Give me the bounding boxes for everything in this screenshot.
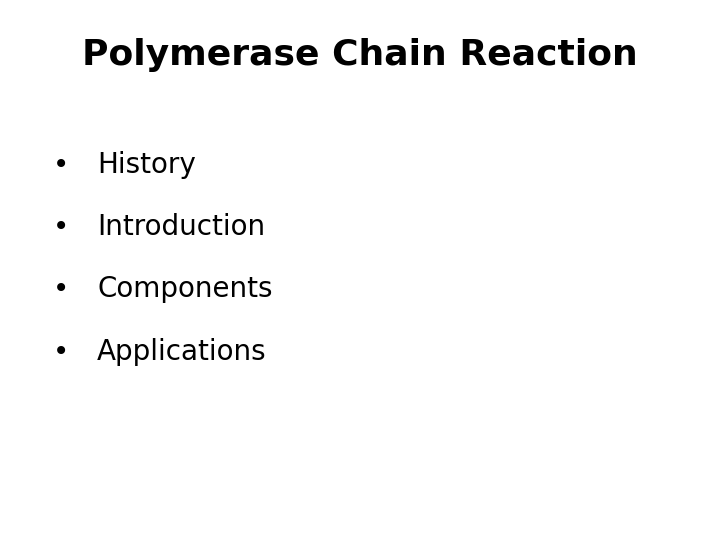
Text: •: • — [53, 338, 69, 366]
Text: Introduction: Introduction — [97, 213, 266, 241]
Text: Polymerase Chain Reaction: Polymerase Chain Reaction — [82, 38, 638, 72]
Text: History: History — [97, 151, 196, 179]
Text: Components: Components — [97, 275, 273, 303]
Text: •: • — [53, 151, 69, 179]
Text: Applications: Applications — [97, 338, 267, 366]
Text: •: • — [53, 275, 69, 303]
Text: •: • — [53, 213, 69, 241]
